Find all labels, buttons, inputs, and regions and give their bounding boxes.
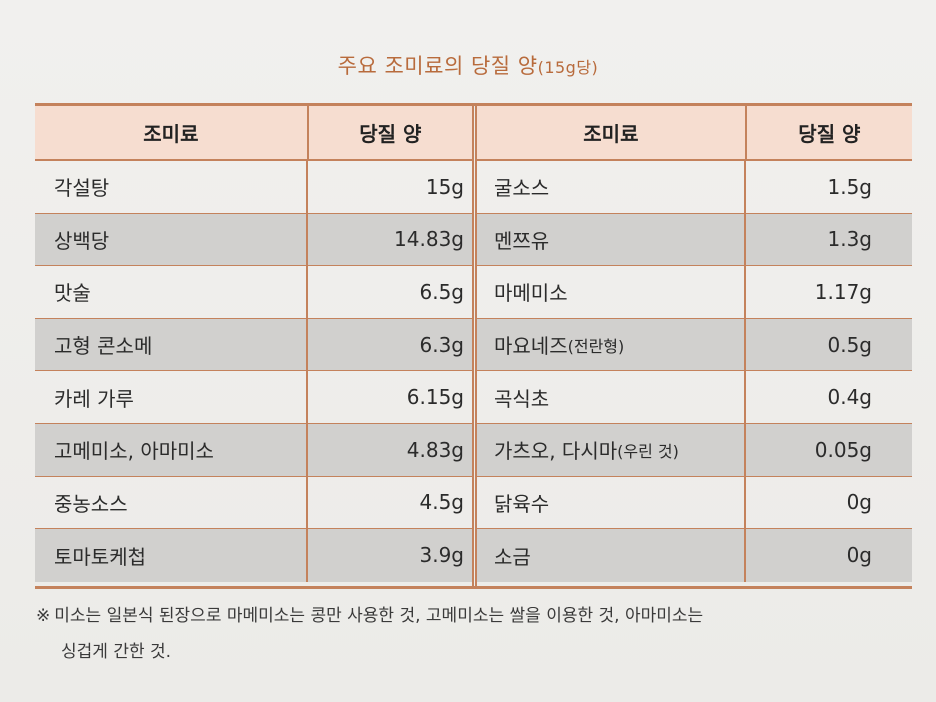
sugar-amount: 1.17g	[814, 279, 872, 304]
seasoning-name: 소금	[477, 529, 746, 582]
seasoning-name: 고메미소, 아마미소	[35, 423, 308, 476]
sugar-amount: 0.05g	[814, 437, 872, 462]
seasoning-name: 곡식초	[477, 371, 746, 423]
seasoning-name: 굴소스	[477, 161, 746, 213]
reference-mark: ※	[36, 606, 51, 626]
sugar-content-table: 조미료 당질 양 각설탕 15g 상백당 14.83g 맛술 6.5g 고형 콘…	[35, 103, 912, 589]
sugar-amount: 0.5g	[827, 332, 872, 357]
sugar-amount: 6.15g	[406, 385, 464, 410]
seasoning-name: 각설탕	[35, 161, 308, 213]
table-row: 마요네즈 (전란형) 0.5g	[477, 318, 912, 372]
table-row: 마메미소 1.17g	[477, 266, 912, 319]
sugar-amount: 6.3g	[419, 332, 464, 357]
table-row: 토마토케첩 3.9g	[35, 529, 472, 582]
sugar-amount: 1.5g	[827, 174, 872, 199]
header-seasoning: 조미료	[35, 106, 309, 159]
table-row: 닭육수 0g	[477, 476, 912, 530]
sugar-amount: 0.4g	[827, 385, 872, 410]
seasoning-name: 가츠오, 다시마 (우린 것)	[477, 423, 746, 476]
table-left-half: 조미료 당질 양 각설탕 15g 상백당 14.83g 맛술 6.5g 고형 콘…	[35, 106, 472, 586]
table-row: 중농소스 4.5g	[35, 476, 472, 530]
table-title: 주요 조미료의 당질 양(15g당)	[0, 50, 936, 80]
header-sugar-amount: 당질 양	[798, 122, 861, 146]
seasoning-name: 멘쯔유	[477, 213, 746, 266]
table-row: 멘쯔유 1.3g	[477, 213, 912, 267]
seasoning-note: (전란형)	[567, 336, 625, 356]
seasoning-name: 상백당	[35, 213, 308, 266]
table-row: 굴소스 1.5g	[477, 161, 912, 214]
seasoning-name: 토마토케첩	[35, 529, 308, 582]
seasoning-note: (우린 것)	[617, 441, 679, 461]
title-unit: (15g당)	[537, 58, 599, 77]
sugar-amount: 0g	[846, 543, 872, 568]
table-right-half: 조미료 당질 양 굴소스 1.5g 멘쯔유 1.3g 마메미소 1.17g 마요…	[477, 106, 912, 586]
header-seasoning: 조미료	[477, 106, 747, 159]
sugar-amount: 4.83g	[406, 437, 464, 462]
seasoning-name: 맛술	[35, 266, 308, 318]
sugar-amount: 14.83g	[394, 227, 464, 252]
sugar-amount: 1.3g	[827, 227, 872, 252]
table-row: 곡식초 0.4g	[477, 371, 912, 424]
sugar-amount: 15g	[425, 174, 464, 199]
sugar-amount: 0g	[846, 490, 872, 515]
seasoning-name: 마메미소	[477, 266, 746, 318]
table-row: 카레 가루 6.15g	[35, 371, 472, 424]
table-row: 고메미소, 아마미소 4.83g	[35, 423, 472, 477]
table-row: 각설탕 15g	[35, 161, 472, 214]
seasoning-name: 고형 콘소메	[35, 318, 308, 371]
sugar-amount: 4.5g	[419, 490, 464, 515]
footnote: ※ 미소는 일본식 된장으로 마메미소는 콩만 사용한 것, 고메미소는 쌀을 이…	[36, 598, 916, 670]
seasoning-name: 중농소스	[35, 476, 308, 529]
table-row: 소금 0g	[477, 529, 912, 582]
table-header-left: 조미료 당질 양	[35, 106, 472, 161]
sugar-amount: 6.5g	[419, 279, 464, 304]
title-main: 주요 조미료의 당질 양	[337, 54, 538, 78]
column-divider	[472, 106, 477, 586]
table-header-right: 조미료 당질 양	[477, 106, 912, 161]
footnote-line2: 싱겁게 간한 것.	[61, 642, 172, 662]
sugar-amount: 3.9g	[419, 543, 464, 568]
seasoning-name: 닭육수	[477, 476, 746, 529]
seasoning-name: 마요네즈 (전란형)	[477, 318, 746, 371]
seasoning-name: 카레 가루	[35, 371, 308, 423]
header-sugar-amount: 당질 양	[359, 122, 422, 146]
table-row: 가츠오, 다시마 (우린 것) 0.05g	[477, 423, 912, 477]
table-row: 상백당 14.83g	[35, 213, 472, 267]
table-row: 고형 콘소메 6.3g	[35, 318, 472, 372]
table-row: 맛술 6.5g	[35, 266, 472, 319]
footnote-line1: 미소는 일본식 된장으로 마메미소는 콩만 사용한 것, 고메미소는 쌀을 이용…	[54, 606, 704, 626]
